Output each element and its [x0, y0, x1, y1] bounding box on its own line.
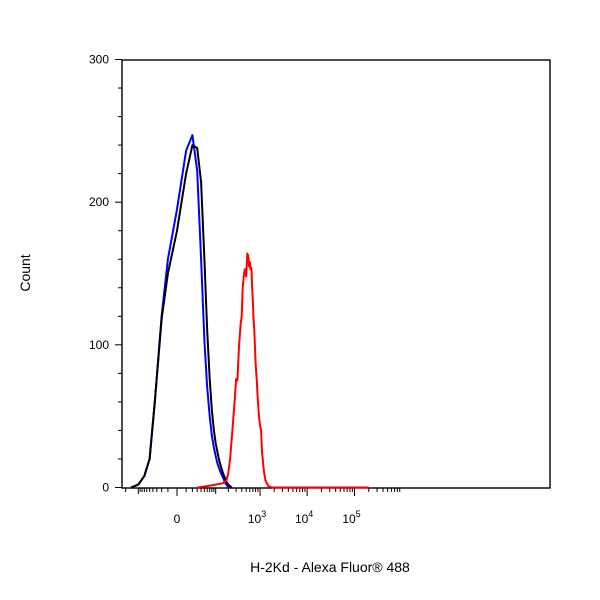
plot-frame	[121, 59, 551, 489]
x-tick-label: 0	[174, 512, 181, 526]
x-axis-title: H-2Kd - Alexa Fluor® 488	[250, 559, 410, 575]
y-tick-label: 100	[89, 338, 109, 352]
y-tick-label: 300	[89, 53, 109, 67]
plot-border	[121, 59, 551, 489]
histogram-series-2	[130, 144, 233, 489]
x-tick-label: 103	[248, 509, 266, 526]
y-tick-label: 0	[102, 481, 109, 495]
histogram-series-3	[197, 252, 369, 489]
x-tick-label: 104	[295, 509, 313, 526]
y-tick-label: 200	[89, 195, 109, 209]
y-axis-title: Count	[17, 254, 33, 291]
y-axis: 0 100 200 300	[89, 53, 122, 495]
x-tick-label: 105	[342, 509, 360, 526]
series-layer	[130, 134, 369, 489]
x-axis: 0 103 104 105	[125, 488, 401, 526]
